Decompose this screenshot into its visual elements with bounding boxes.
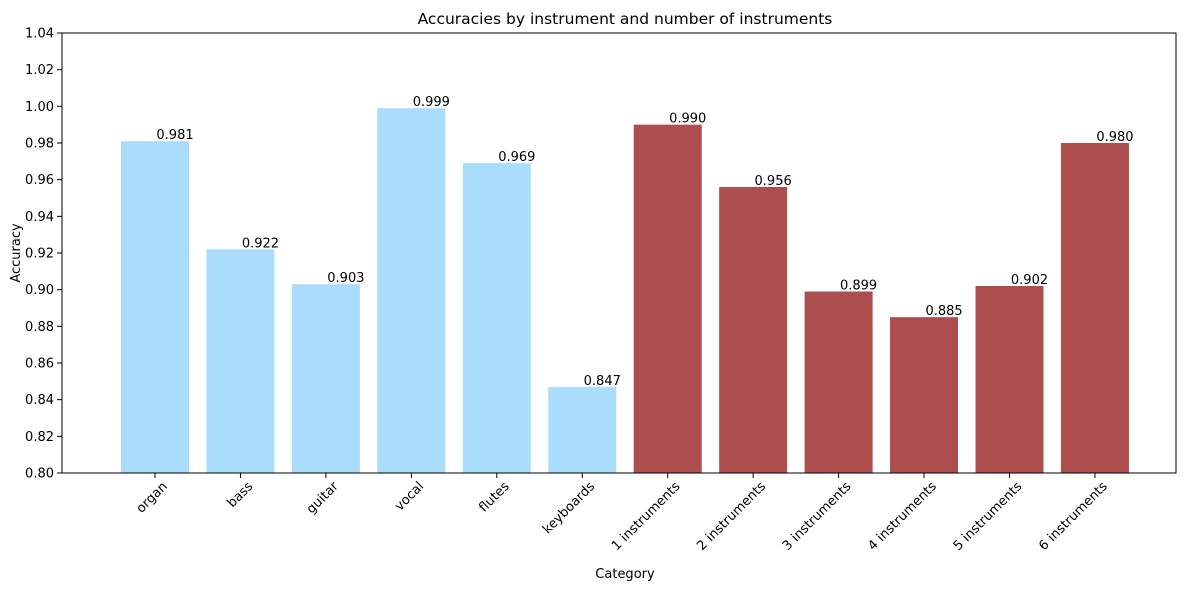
y-axis-label: Accuracy — [9, 223, 24, 283]
value-label: 0.847 — [584, 374, 621, 389]
bar-1-instruments — [633, 124, 702, 474]
x-tick-label: guitar — [304, 479, 342, 517]
bar-5-instruments — [975, 286, 1044, 473]
y-tick-label: 0.86 — [25, 357, 54, 372]
bar-organ — [121, 141, 189, 473]
bar-6-instruments — [1060, 143, 1129, 473]
bar-bass — [206, 249, 275, 473]
y-tick-label: 0.88 — [25, 320, 54, 335]
y-tick-label: 0.94 — [25, 210, 54, 225]
value-label: 0.999 — [413, 95, 450, 110]
value-label: 0.885 — [925, 304, 962, 319]
value-label: 0.956 — [755, 174, 792, 189]
x-tick-label: organ — [134, 479, 171, 516]
y-tick-label: 0.98 — [25, 137, 54, 152]
x-tick-label: vocal — [392, 479, 427, 514]
y-tick-label: 1.04 — [25, 27, 54, 42]
y-tick-label: 0.84 — [25, 393, 54, 408]
y-tick-label: 0.92 — [25, 247, 54, 262]
bar-keyboards — [548, 386, 617, 473]
y-axis: 0.80 0.82 0.84 0.86 0.88 0.90 0.92 0.94 0.96 0.98… — [25, 27, 62, 482]
value-label: 0.981 — [156, 128, 193, 143]
bar-flutes — [462, 163, 531, 473]
y-tick-label: 0.96 — [25, 173, 54, 188]
bars-group — [121, 108, 1129, 474]
bar-3-instruments — [804, 291, 873, 473]
x-tick-label: 2 instruments — [694, 479, 769, 554]
y-tick-label: 1.02 — [25, 63, 54, 78]
value-label: 0.922 — [242, 236, 279, 251]
x-tick-label: 6 instruments — [1036, 479, 1111, 554]
y-tick-label: 0.90 — [25, 283, 54, 298]
value-label: 0.899 — [840, 279, 877, 294]
bar-guitar — [291, 284, 360, 473]
y-tick-label: 1.00 — [25, 100, 54, 115]
plot-frame — [61, 32, 1177, 474]
x-axis-label: Category — [595, 567, 655, 582]
y-tick-label: 0.82 — [25, 430, 54, 445]
x-axis: organ bass guitar vocal flutes keyboards 1 ins… — [134, 473, 1111, 554]
value-label: 0.903 — [327, 271, 364, 286]
x-tick-label: bass — [225, 479, 257, 511]
value-label: 0.990 — [669, 112, 706, 127]
bar-2-instruments — [719, 187, 788, 473]
x-tick-label: 1 instruments — [609, 479, 684, 554]
x-tick-label: 5 instruments — [951, 479, 1026, 554]
value-label: 0.969 — [498, 150, 535, 165]
value-label: 0.980 — [1096, 130, 1133, 145]
bar-4-instruments — [890, 317, 959, 473]
x-tick-label: 3 instruments — [780, 479, 855, 554]
value-labels-group: 0.981 0.922 0.903 0.999 0.969 0.847 0.990 0.956… — [156, 95, 1133, 389]
y-tick-label: 0.80 — [25, 467, 54, 482]
x-tick-label: 4 instruments — [865, 479, 940, 554]
x-tick-label: keyboards — [540, 479, 598, 537]
x-tick-label: flutes — [476, 479, 512, 515]
chart-title: Accuracies by instrument and number of i… — [418, 10, 833, 28]
bar-vocal — [377, 108, 446, 474]
value-label: 0.902 — [1011, 273, 1048, 288]
